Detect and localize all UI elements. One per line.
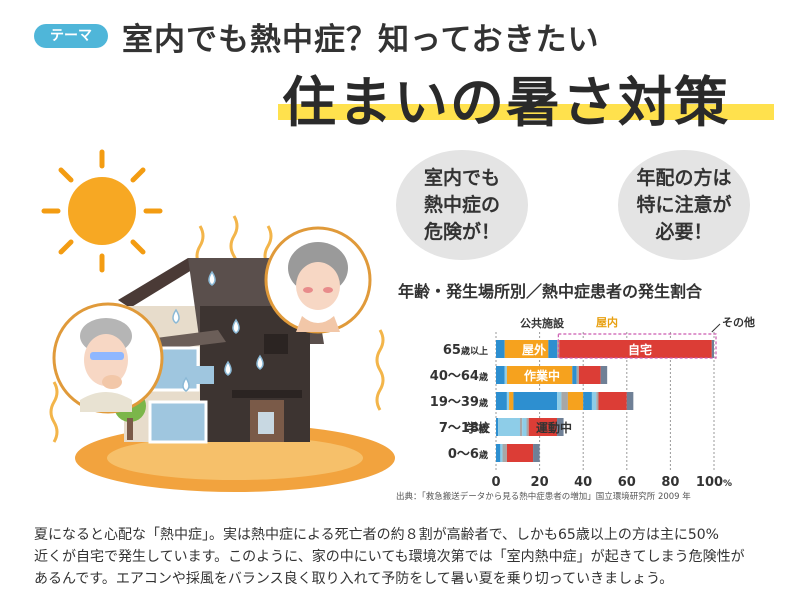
annotation-school: 学校 (466, 420, 491, 435)
bar-segment (496, 340, 505, 358)
annotation-sports: 運動中 (536, 420, 572, 435)
bar-segment (513, 392, 558, 410)
bar-segment (561, 392, 568, 410)
sun-icon (41, 149, 163, 273)
bar-segment (519, 418, 523, 436)
category-label: 7〜18歳 (439, 421, 488, 436)
annotation-indoor: 屋内 (596, 315, 618, 329)
bar-segment (557, 392, 562, 410)
bar-segment (500, 444, 503, 462)
bar-segment (502, 444, 507, 462)
bar-segment (626, 392, 634, 410)
bar-segment (583, 392, 592, 410)
bar-segment (526, 418, 529, 436)
category-label: 65歳以上 (443, 343, 488, 358)
bar-segment (496, 392, 507, 410)
chart-source: 出典：「救急搬送データから見る熱中症患者の増加」国立環境研究所 2009 年 (396, 492, 691, 502)
x-tick-label: 80 (661, 475, 679, 490)
bar-segment (528, 418, 558, 436)
category-label: 0〜6歳 (448, 447, 488, 462)
chart-title: 年齢・発生場所別／熱中症患者の発生割合 (398, 282, 703, 301)
page-title: 住まいの暑さ対策 (282, 71, 730, 134)
bar-segment (496, 418, 499, 436)
bar-segment (598, 392, 627, 410)
category-label: 40〜64歳 (430, 369, 488, 384)
x-tick-label: 60 (618, 475, 636, 490)
body-line-2: 近くが自宅で発生しています。このように、家の中にいても環境次第では「室内熱中症」… (34, 549, 745, 565)
category-label: 19〜39歳 (430, 395, 488, 410)
speech-bubble-elderly-caution: 年配の方は 特に注意が 必要！ (618, 150, 750, 260)
bar-segment (567, 392, 584, 410)
bar-segment (496, 444, 501, 462)
x-tick-label: 40 (574, 475, 592, 490)
bar-segment (506, 444, 534, 462)
annotation-public-facility: 公共施設 (520, 316, 565, 330)
bar-segment (578, 366, 601, 384)
body-text: 夏になると心配な「熱中症」。実は熱中症による死亡者の約８割が高齢者で、しかも65… (34, 524, 774, 590)
bar-segment (506, 366, 573, 384)
bubble-text-2: 年配の方は 特に注意が 必要！ (636, 166, 732, 243)
elderly-woman-icon (264, 226, 372, 334)
bar-segment (711, 340, 714, 358)
bar-segment (591, 392, 597, 410)
annotation-home: 自宅 (628, 342, 652, 357)
bar-segment (557, 340, 560, 358)
bar-segment (576, 366, 579, 384)
annotation-other: その他 (722, 315, 755, 329)
bar-segment (596, 392, 599, 410)
other-leader-line (711, 323, 721, 333)
bar-segment (522, 418, 527, 436)
bubble-text-1: 室内でも 熱中症の 危険が！ (423, 166, 500, 243)
bar-segment (506, 392, 510, 410)
x-tick-label: 20 (531, 475, 549, 490)
sweat-drop-icons (172, 270, 264, 392)
body-line-1: 夏になると心配な「熱中症」。実は熱中症による死亡者の約８割が高齢者で、しかも65… (34, 527, 719, 543)
bar-segment (533, 444, 540, 462)
bar-segment (504, 340, 549, 358)
title-highlight (278, 104, 774, 120)
x-tick-label: 100% (696, 475, 732, 490)
x-tick-label: 0 (491, 475, 500, 490)
body-line-3: あるんです。エアコンや採風をバランス良く取り入れて予防をして暑い夏を乗り切ってい… (34, 571, 674, 587)
house-illustration (41, 149, 395, 492)
bar-segment (557, 418, 564, 436)
elderly-man-icon (52, 302, 164, 414)
stacked-bar-chart: 65歳以上 40〜64歳 19〜39歳 7〜18歳 0〜6歳0 20 40 60 80 100% 公… (430, 315, 755, 490)
bar-segment (600, 366, 608, 384)
bar-segment (509, 392, 514, 410)
bar-segment (496, 366, 505, 384)
bar-segment (498, 418, 520, 436)
indoor-group-box (557, 333, 717, 359)
annotation-work: 作業中 (524, 368, 560, 383)
bar-segment (572, 366, 577, 384)
bar-segment (559, 340, 712, 358)
annotation-outdoor: 屋外 (522, 342, 546, 357)
speech-bubble-indoor-danger: 室内でも 熱中症の 危険が！ (396, 150, 528, 260)
theme-tag: テーマ (34, 24, 108, 48)
bar-segment (504, 366, 507, 384)
subtitle: 室内でも熱中症？知っておきたい (122, 22, 600, 58)
bar-segment (548, 340, 558, 358)
